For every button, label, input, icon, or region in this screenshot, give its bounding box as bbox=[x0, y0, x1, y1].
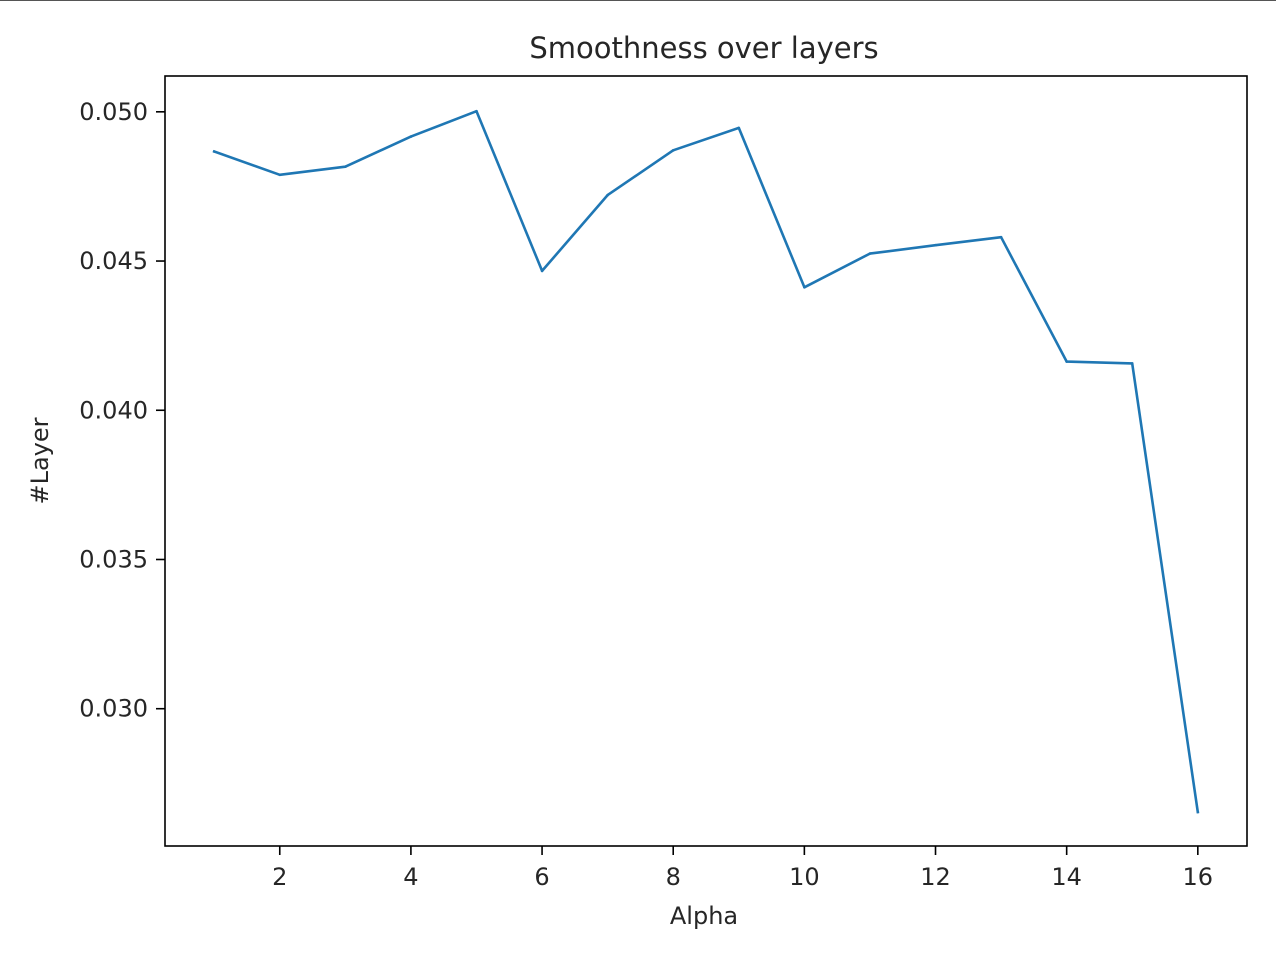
data-point bbox=[934, 243, 937, 247]
data-point bbox=[1065, 360, 1068, 363]
x-tick-label: 8 bbox=[666, 863, 681, 891]
x-tick-label: 2 bbox=[272, 863, 287, 891]
y-tick-label: 0.035 bbox=[79, 545, 148, 573]
series-points bbox=[212, 109, 1200, 814]
data-point bbox=[606, 193, 609, 197]
plot-area-frame bbox=[164, 75, 1248, 847]
data-point bbox=[868, 252, 872, 255]
data-point bbox=[409, 135, 413, 138]
x-tick-label: 16 bbox=[1183, 863, 1214, 891]
x-axis: 2 4 6 8 10 12 14 16 bbox=[272, 846, 1213, 891]
data-point bbox=[344, 165, 347, 169]
chart-title: Smoothness over layers bbox=[529, 31, 878, 65]
series-line-smoothness bbox=[212, 109, 1200, 814]
y-tick-label: 0.050 bbox=[79, 98, 148, 126]
data-point bbox=[278, 173, 282, 177]
x-tick-label: 6 bbox=[534, 863, 549, 891]
x-tick-label: 12 bbox=[920, 863, 951, 891]
data-point bbox=[1196, 810, 1200, 814]
data-point bbox=[475, 109, 478, 113]
x-axis-label: Alpha bbox=[670, 902, 738, 930]
x-tick-label: 4 bbox=[403, 863, 418, 891]
y-tick-label: 0.030 bbox=[79, 695, 148, 723]
data-point bbox=[803, 286, 806, 289]
data-point bbox=[737, 126, 741, 130]
y-tick-label: 0.045 bbox=[79, 247, 148, 275]
x-tick-label: 10 bbox=[789, 863, 820, 891]
y-tick-label: 0.040 bbox=[79, 396, 148, 424]
data-point bbox=[1130, 362, 1134, 365]
y-axis: 0.030 0.035 0.040 0.045 0.050 bbox=[79, 98, 165, 723]
data-point bbox=[671, 149, 675, 152]
data-point bbox=[999, 235, 1003, 239]
top-border bbox=[0, 0, 1276, 1]
y-axis-label: #Layer bbox=[26, 417, 54, 504]
data-point bbox=[540, 269, 544, 273]
x-tick-label: 14 bbox=[1051, 863, 1082, 891]
data-point bbox=[212, 150, 216, 153]
